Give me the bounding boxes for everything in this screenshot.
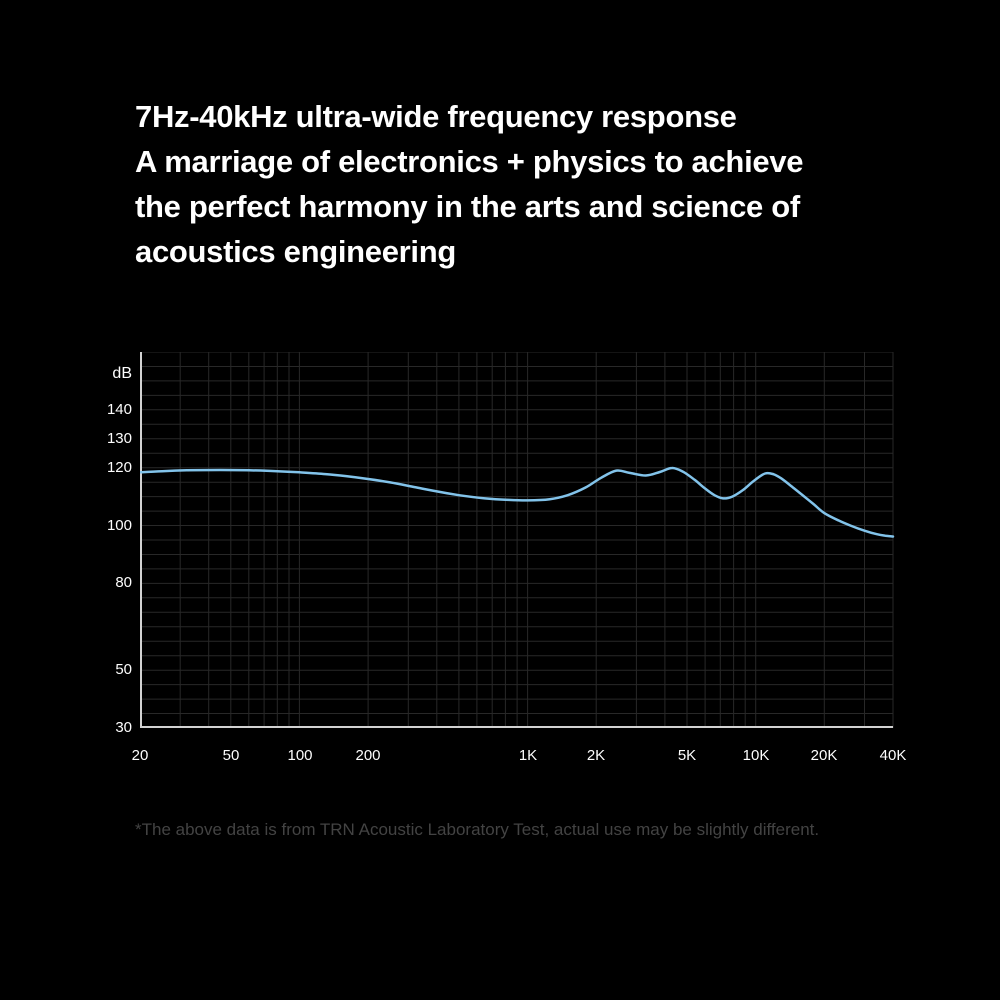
footnote: *The above data is from TRN Acoustic Lab… — [135, 820, 820, 839]
y-axis-unit-label: dB — [112, 365, 132, 382]
heading-line-2: A marriage of electronics + physics to a… — [135, 144, 804, 179]
heading-line-1: 7Hz-40kHz ultra-wide frequency response — [135, 99, 737, 134]
x-tick-label-5K: 5K — [677, 747, 697, 764]
x-tick-label-50: 50 — [222, 747, 240, 764]
x-tick-label-100: 100 — [287, 747, 313, 764]
x-tick-label-20: 20 — [131, 747, 149, 764]
heading: 7Hz-40kHz ultra-wide frequency response … — [135, 94, 935, 274]
x-tick-label-20K: 20K — [810, 747, 838, 764]
y-tick-label-100: 100 — [106, 517, 132, 534]
x-tick-label-2K: 2K — [586, 747, 606, 764]
response-curve — [140, 466, 895, 538]
plot-area — [140, 352, 895, 728]
y-tick-label-80: 80 — [115, 574, 132, 591]
heading-line-4: acoustics engineering — [135, 234, 457, 269]
x-tick-label-200: 200 — [355, 747, 381, 764]
y-tick-label-140: 140 — [106, 401, 132, 418]
y-tick-label-30: 30 — [115, 719, 132, 736]
x-tick-label-1K: 1K — [518, 747, 538, 764]
x-tick-label-40K: 40K — [879, 747, 907, 764]
y-tick-label-50: 50 — [115, 661, 132, 678]
grid-lines — [140, 352, 894, 728]
y-tick-label-120: 120 — [106, 459, 132, 476]
y-tick-label-130: 130 — [106, 430, 132, 447]
heading-line-3: the perfect harmony in the arts and scie… — [135, 189, 800, 224]
x-tick-label-10K: 10K — [742, 747, 770, 764]
